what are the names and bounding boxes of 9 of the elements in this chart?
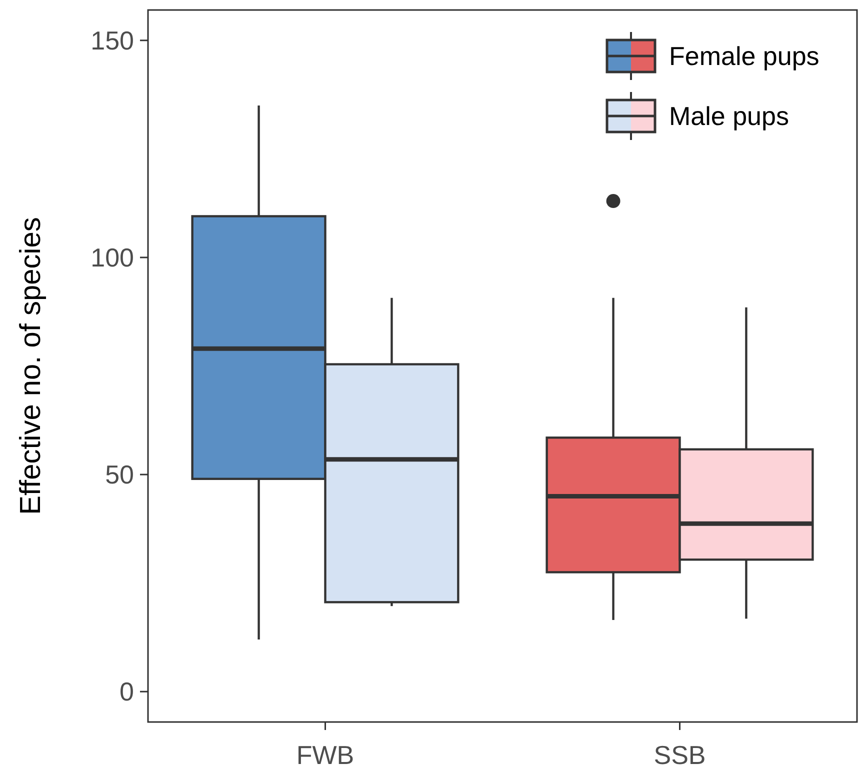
- y-tick-label: 0: [120, 676, 134, 707]
- legend-label: Male pups: [669, 101, 789, 132]
- x-tick-label: SSB: [654, 740, 706, 770]
- y-tick-label: 50: [105, 460, 134, 490]
- y-tick-label: 100: [90, 242, 134, 273]
- legend-label: Female pups: [669, 41, 820, 72]
- y-tick-label: 150: [90, 25, 134, 56]
- x-tick-label: FWB: [296, 740, 354, 770]
- y-axis-title: Effective no. of species: [15, 217, 47, 515]
